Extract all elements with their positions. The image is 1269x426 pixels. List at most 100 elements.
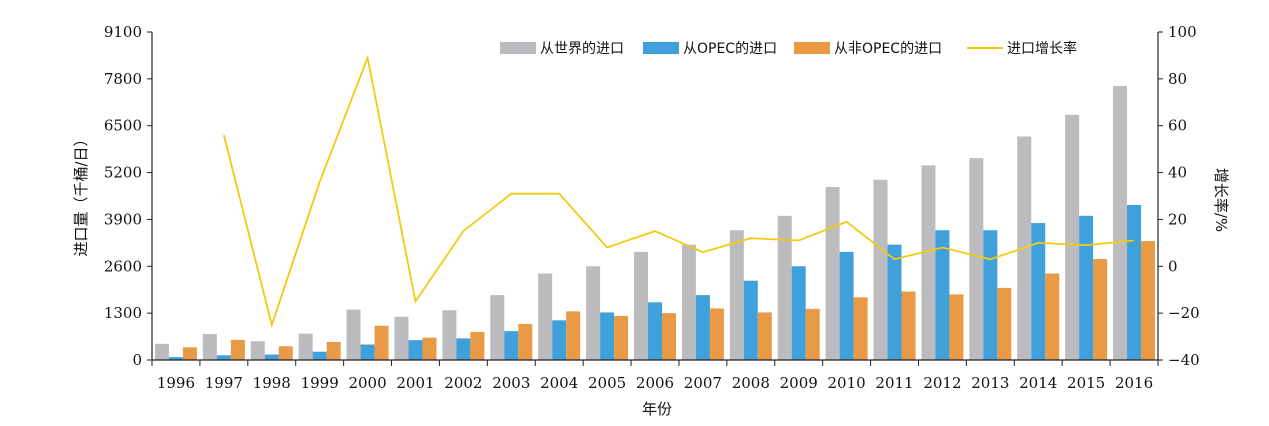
bar-2011-s1: [887, 244, 902, 360]
bar-2012-s1: [935, 230, 950, 360]
x-tick-label: 2005: [588, 374, 626, 392]
x-tick-label: 2003: [492, 374, 530, 392]
bar-2006-s1: [648, 302, 662, 360]
bar-2000-s2: [374, 325, 389, 360]
bars-layer: [154, 86, 1156, 361]
bar-2002-s2: [470, 331, 485, 360]
bar-2007-s2: [709, 308, 724, 360]
bar-2009-s0: [777, 215, 792, 360]
x-tick-label: 2011: [875, 374, 913, 392]
y-axis-label: 进口量（千桶/日）: [72, 131, 90, 256]
bar-2008-s2: [757, 312, 772, 360]
x-tick-label: 2014: [1019, 374, 1057, 392]
legend-swatch: [794, 42, 830, 54]
bar-2015-s2: [1093, 259, 1108, 360]
bar-2003-s1: [504, 331, 519, 360]
legend-swatch: [500, 42, 536, 54]
x-tick-label: 2004: [540, 374, 578, 392]
bar-2009-s1: [791, 266, 806, 360]
bar-2016-s2: [1141, 241, 1156, 360]
legend-label: 从世界的进口: [540, 41, 624, 57]
y-tick-label: 9100: [104, 23, 142, 41]
bar-1998-s2: [278, 346, 293, 360]
x-tick-label: 2001: [396, 374, 434, 392]
bar-2003-s2: [518, 323, 533, 360]
x-tick-label: 1998: [253, 374, 291, 392]
x-tick-label: 2002: [444, 374, 482, 392]
y2-tick-label: −20: [1168, 304, 1200, 322]
bar-1999-s1: [312, 351, 327, 360]
x-tick-label: 2000: [348, 374, 386, 392]
bar-2004-s1: [552, 320, 567, 360]
bar-2005-s0: [586, 266, 601, 360]
bar-1996-s2: [182, 347, 197, 360]
bar-2002-s1: [456, 338, 471, 360]
bar-2014-s1: [1031, 223, 1046, 360]
y-tick-label: 1300: [104, 304, 142, 322]
bar-2008-s1: [743, 280, 758, 360]
bar-2015-s1: [1079, 215, 1094, 360]
y-tick-label: 7800: [104, 70, 142, 88]
bar-1997-s0: [202, 334, 217, 360]
y2-tick-label: 0: [1168, 257, 1178, 275]
x-axis-label: 年份: [642, 400, 672, 418]
x-tick-label: 1999: [301, 374, 339, 392]
bar-2010-s0: [825, 186, 840, 360]
bar-2013-s2: [997, 287, 1012, 360]
x-tick-label: 1997: [205, 374, 243, 392]
legend-label: 进口增长率: [1007, 40, 1077, 57]
y2-tick-label: 60: [1168, 117, 1187, 135]
y2-tick-label: 20: [1168, 210, 1187, 228]
bar-1999-s0: [298, 333, 313, 360]
bar-2002-s0: [442, 310, 457, 360]
bar-2006-s0: [634, 251, 648, 360]
bar-2006-s2: [662, 313, 676, 360]
bar-2004-s0: [538, 273, 553, 360]
y2-tick-label: 100: [1168, 23, 1197, 41]
bar-2013-s1: [983, 230, 998, 360]
axes-layer: 0 1300 2600 3900 5200 6500 7800 9100 −40 −20 0 20 40…: [104, 23, 1200, 392]
legend-label: 从非OPEC的进口: [834, 41, 942, 57]
bar-2004-s2: [566, 311, 581, 360]
bar-2005-s1: [600, 312, 615, 360]
bar-2010-s2: [853, 297, 868, 360]
series-line-growth-rate: [223, 54, 1135, 329]
bar-1997-s1: [216, 355, 231, 360]
bar-1997-s2: [230, 339, 245, 360]
x-tick-label: 2006: [636, 374, 674, 392]
x-tick-label: 2012: [923, 374, 961, 392]
bar-2005-s2: [614, 316, 629, 360]
y2-tick-label: −40: [1168, 351, 1200, 369]
x-tick-label: 2016: [1115, 374, 1153, 392]
bar-2008-s0: [729, 230, 744, 360]
y2-tick-label: 40: [1168, 164, 1187, 182]
bar-2001-s2: [422, 337, 437, 360]
legend-label: 从OPEC的进口: [683, 41, 777, 57]
x-tick-label: 2010: [828, 374, 866, 392]
y-tick-label: 5200: [104, 164, 142, 182]
bar-2011-s2: [901, 291, 916, 360]
bar-1996-s1: [168, 357, 183, 360]
x-tick-label: 2013: [971, 374, 1009, 392]
bar-1998-s1: [264, 354, 279, 360]
bar-1998-s0: [250, 341, 265, 360]
bar-2016-s1: [1127, 205, 1142, 360]
y-tick-label: 3900: [104, 210, 142, 228]
bar-2007-s1: [695, 295, 710, 360]
bar-2016-s0: [1113, 86, 1128, 361]
legend-swatch: [643, 42, 679, 54]
x-tick-label: 1996: [157, 374, 195, 392]
bar-2013-s0: [969, 158, 984, 360]
x-tick-label: 2015: [1067, 374, 1105, 392]
x-tick-label: 2008: [732, 374, 770, 392]
y-tick-label: 2600: [104, 257, 142, 275]
line-layer: [223, 54, 1135, 329]
bar-1996-s0: [154, 343, 169, 360]
bar-2003-s0: [490, 295, 505, 360]
x-tick-label: 2009: [780, 374, 818, 392]
x-tick-label: 2007: [684, 374, 722, 392]
legend: 从世界的进口 从OPEC的进口 从非OPEC的进口 进口增长率: [500, 40, 1077, 57]
y-tick-label: 0: [132, 351, 142, 369]
bar-2015-s0: [1065, 114, 1080, 361]
